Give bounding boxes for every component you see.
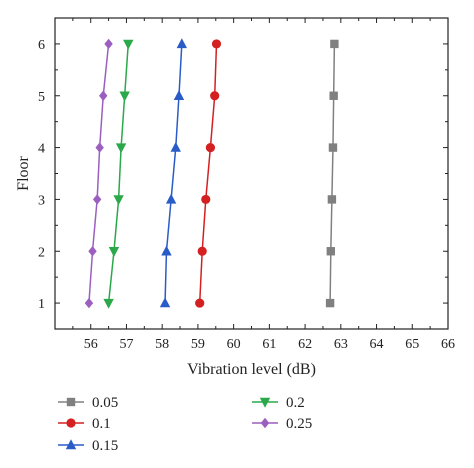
data-point <box>119 91 130 102</box>
data-point <box>327 195 337 204</box>
x-tick-label: 62 <box>298 337 312 352</box>
y-tick-label: 2 <box>38 245 45 260</box>
data-point <box>161 245 172 256</box>
legend-marker <box>65 439 77 450</box>
legend: 0.05 0.1 0.15 0.2 0.25 <box>58 395 312 454</box>
data-point <box>165 193 177 204</box>
data-point <box>170 141 181 152</box>
data-point <box>99 90 108 101</box>
series-layer <box>84 38 339 309</box>
y-tick-label: 5 <box>38 90 45 105</box>
data-point <box>205 142 216 153</box>
y-tick-label: 1 <box>38 297 45 312</box>
legend-marker <box>260 417 270 429</box>
data-point <box>210 91 220 101</box>
data-point <box>197 246 207 256</box>
data-point <box>195 298 205 308</box>
y-axis: 1 2 3 4 5 6 <box>38 38 448 312</box>
legend-label: 0.25 <box>286 416 312 432</box>
series-0 <box>325 39 339 308</box>
x-axis: 56 57 58 59 60 61 62 63 64 65 66 <box>72 18 455 352</box>
x-tick-label: 56 <box>84 337 98 352</box>
x-tick-label: 58 <box>155 337 169 352</box>
data-point <box>115 143 127 154</box>
data-point <box>92 194 102 205</box>
y-tick-label: 3 <box>38 193 45 208</box>
series-line <box>164 43 183 304</box>
series-line <box>198 43 218 304</box>
data-point <box>173 90 185 100</box>
data-point <box>104 38 113 50</box>
data-point <box>330 39 339 49</box>
legend-label: 0.2 <box>286 395 305 411</box>
legend-label: 0.15 <box>92 438 118 454</box>
legend-item: 0.05 <box>58 395 118 411</box>
x-tick-label: 66 <box>441 337 455 352</box>
legend-item: 0.15 <box>58 438 118 454</box>
y-axis-title: Floor <box>15 155 32 190</box>
data-point <box>325 298 335 308</box>
y-tick-label: 4 <box>38 142 45 157</box>
data-point <box>329 91 338 100</box>
data-point <box>103 298 114 309</box>
legend-marker <box>259 397 271 408</box>
x-tick-label: 65 <box>405 337 419 352</box>
series-line <box>88 43 110 304</box>
data-point <box>328 143 338 152</box>
x-tick-label: 57 <box>119 337 133 352</box>
data-point <box>113 195 124 206</box>
data-point <box>211 39 222 49</box>
series-line <box>329 43 336 304</box>
data-point <box>84 297 94 309</box>
data-point <box>201 194 211 205</box>
legend-marker <box>66 397 76 407</box>
data-point <box>326 247 336 256</box>
legend-item: 0.25 <box>252 416 312 432</box>
legend-item: 0.2 <box>252 395 305 411</box>
legend-marker <box>66 418 76 428</box>
x-tick-label: 59 <box>191 337 205 352</box>
series-1 <box>195 39 222 308</box>
series-4 <box>84 38 113 309</box>
x-tick-label: 60 <box>227 337 241 352</box>
x-tick-label: 64 <box>370 337 384 352</box>
legend-item: 0.1 <box>58 416 111 432</box>
series-line <box>107 43 129 304</box>
x-tick-label: 61 <box>262 337 276 352</box>
plot-border <box>54 17 449 330</box>
series-3 <box>103 39 134 309</box>
y-tick-label: 6 <box>38 38 45 53</box>
x-tick-label: 63 <box>334 337 348 352</box>
data-point <box>159 297 171 308</box>
data-point <box>123 39 134 50</box>
data-point <box>108 247 120 257</box>
legend-label: 0.05 <box>92 395 118 411</box>
data-point <box>176 38 188 49</box>
x-axis-title: Vibration level (dB) <box>187 361 316 378</box>
legend-label: 0.1 <box>92 416 111 432</box>
data-point <box>88 246 97 257</box>
data-point <box>95 142 104 153</box>
series-2 <box>159 38 188 308</box>
plot-area <box>54 17 449 330</box>
